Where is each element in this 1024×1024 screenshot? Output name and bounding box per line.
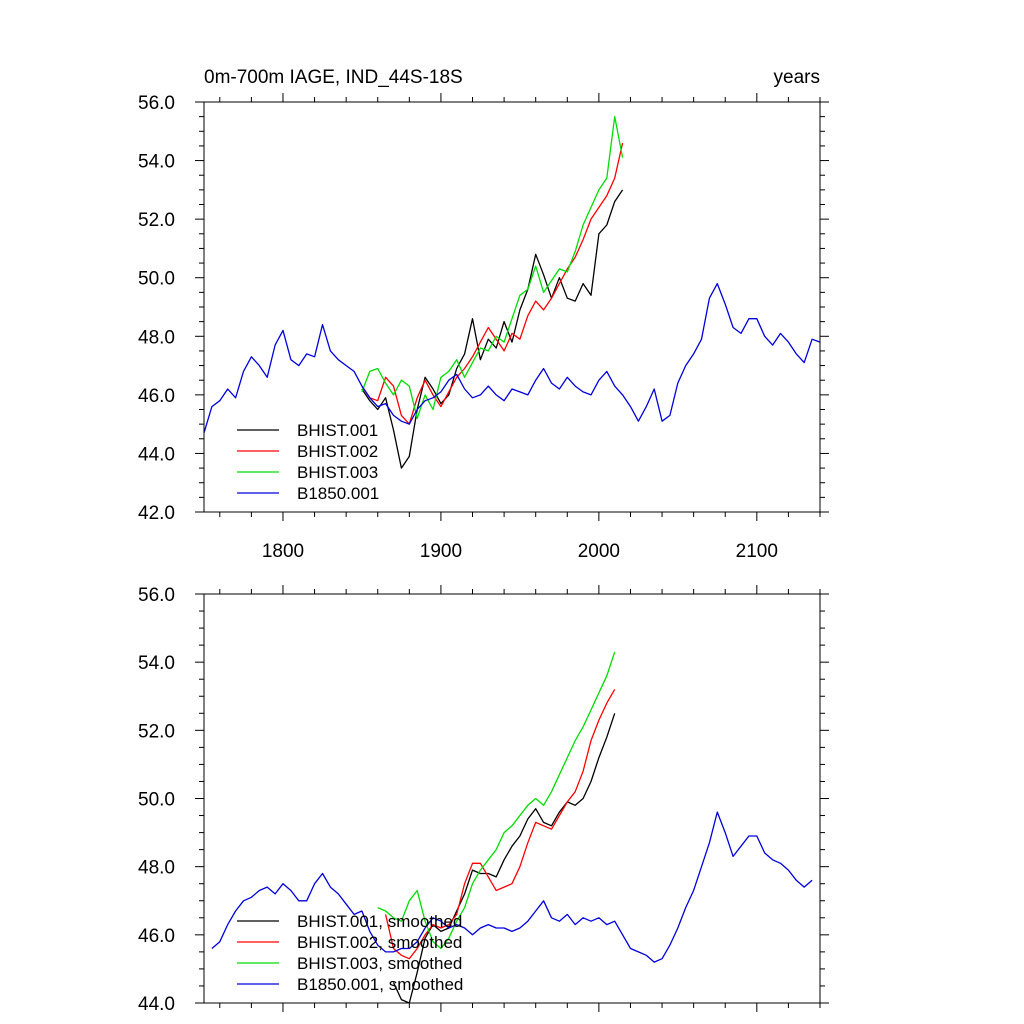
y-tick-label: 42.0 (138, 503, 175, 524)
legend-label: BHIST.002, smoothed (297, 933, 462, 952)
legend-label: BHIST.001 (297, 421, 378, 440)
y-tick-label: 44.0 (138, 444, 175, 465)
chart-title: 0m-700m IAGE, IND_44S-18S (204, 67, 463, 88)
series-line-0 (361, 189, 624, 469)
y-tick-label: 54.0 (138, 152, 175, 173)
series-line-2 (361, 115, 624, 419)
chart-units: years (774, 67, 820, 88)
x-tick-label: 2100 (736, 541, 778, 562)
series-group (204, 115, 820, 469)
series-line-0 (392, 713, 616, 1003)
y-tick-label: 48.0 (138, 327, 175, 348)
y-tick-label: 50.0 (138, 790, 175, 811)
y-tick-label: 52.0 (138, 210, 175, 231)
y-tick-label: 54.0 (138, 653, 175, 674)
y-tick-label: 56.0 (138, 93, 175, 114)
y-tick-label: 44.0 (138, 994, 175, 1015)
series-line-1 (384, 689, 616, 960)
y-tick-label: 48.0 (138, 858, 175, 879)
legend-label: B1850.001, smoothed (297, 975, 463, 994)
y-tick-label: 56.0 (138, 585, 175, 606)
x-tick-label: 1900 (420, 541, 462, 562)
x-tick-label: 1800 (262, 541, 304, 562)
series-line-3 (204, 282, 820, 434)
y-tick-label: 52.0 (138, 721, 175, 742)
top-panel: 0m-700m IAGE, IND_44S-18S years 1800 1900… (138, 67, 829, 562)
legend-label: BHIST.002 (297, 442, 378, 461)
legend-label: B1850.001 (297, 484, 379, 503)
legend-label: BHIST.003, smoothed (297, 954, 462, 973)
bottom-panel: 44.0 46.0 48.0 50.0 52.0 54.0 56.0 BHIST.001, s… (138, 585, 829, 1015)
series-group (211, 651, 813, 1003)
y-tick-label: 50.0 (138, 269, 175, 290)
y-tick-label: 46.0 (138, 386, 175, 407)
series-line-1 (361, 142, 624, 425)
legend-label: BHIST.001, smoothed (297, 912, 462, 931)
y-tick-label: 46.0 (138, 926, 175, 947)
legend-label: BHIST.003 (297, 463, 378, 482)
series-line-2 (377, 651, 616, 950)
x-tick-label: 2000 (578, 541, 620, 562)
series-line-3 (211, 811, 813, 963)
